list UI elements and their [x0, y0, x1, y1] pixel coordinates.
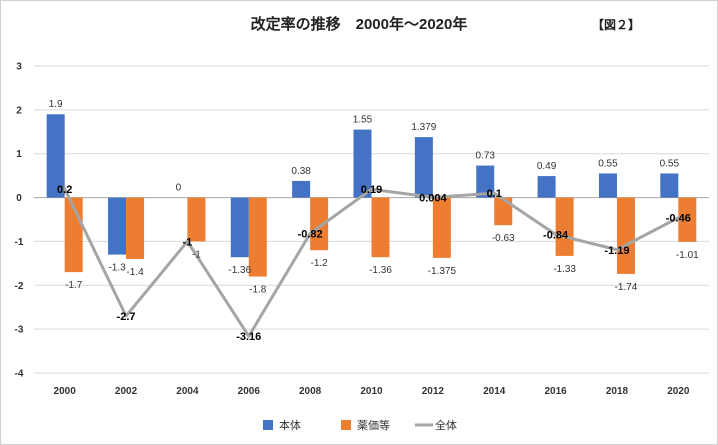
bar-data-label: -1.36 — [369, 265, 392, 276]
x-tick-label: 2020 — [667, 386, 690, 397]
y-tick-label: -1 — [15, 237, 24, 248]
y-axis-ticks: 3 2 1 0 -1 -2 -3 -4 — [15, 62, 24, 380]
bar-data-label: -1.375 — [428, 266, 457, 277]
bar-data-label: -1.74 — [615, 282, 638, 293]
x-tick-label: 2012 — [422, 386, 445, 397]
bar — [555, 197, 574, 256]
line-data-label: 0.19 — [361, 184, 382, 196]
bar — [108, 197, 127, 255]
bar — [353, 129, 372, 198]
bar-data-label: 1.379 — [411, 122, 436, 133]
bar-data-label: -1.8 — [249, 285, 267, 296]
x-tick-label: 2006 — [238, 386, 261, 397]
total-line — [63, 187, 680, 338]
bar — [598, 173, 617, 198]
line-point — [124, 314, 128, 318]
line-point — [554, 232, 558, 236]
bar — [310, 197, 329, 251]
bar-data-label: 0.49 — [537, 161, 557, 172]
bar-data-label: -1.4 — [126, 267, 144, 278]
bar — [414, 137, 433, 198]
bar — [187, 197, 206, 242]
x-axis-ticks: 2000 2002 2004 2006 2008 2010 2012 2014 2016 2018… — [54, 386, 690, 397]
legend-swatch — [341, 420, 351, 430]
line-point — [370, 187, 373, 191]
x-tick-label: 2016 — [544, 386, 567, 397]
bar-data-label: 1.55 — [353, 115, 373, 126]
line-data-label: -0.84 — [543, 229, 569, 241]
line-point — [63, 187, 67, 191]
bar — [230, 197, 249, 258]
bar-data-label: 0.73 — [475, 151, 495, 162]
line-point — [676, 216, 680, 220]
bar — [248, 197, 267, 277]
line-point — [247, 334, 251, 338]
bar-data-label: 0.38 — [291, 166, 311, 177]
x-tick-label: 2010 — [360, 386, 383, 397]
bar — [660, 173, 679, 198]
bar-data-label: 1.9 — [49, 99, 63, 110]
bar-data-label: -1.2 — [311, 258, 329, 269]
line-point — [185, 239, 189, 243]
x-tick-label: 2018 — [606, 386, 629, 397]
line-data-label: -1.19 — [604, 245, 629, 257]
bar — [494, 197, 513, 226]
bar — [537, 176, 556, 198]
line-data-label: -0.82 — [298, 229, 323, 241]
bar — [371, 197, 390, 258]
x-tick-label: 2002 — [115, 386, 138, 397]
bar-data-label: -1.3 — [108, 263, 126, 274]
bar-data-label: 0 — [176, 183, 182, 194]
y-tick-label: 3 — [16, 62, 22, 73]
line-data-label: 0.1 — [487, 188, 502, 200]
bars — [46, 114, 697, 277]
y-tick-label: 1 — [16, 149, 22, 160]
line-data-label: -3.16 — [236, 331, 261, 343]
y-tick-label: -4 — [15, 369, 24, 380]
line-data-label: 0.004 — [419, 192, 447, 204]
bar-data-label: 0.55 — [598, 158, 618, 169]
bar-data-label: -1.7 — [65, 280, 83, 291]
line-data-label: 0.2 — [57, 184, 72, 196]
bar — [126, 197, 145, 259]
legend-label: 全体 — [435, 418, 457, 432]
line-point — [492, 191, 496, 195]
legend-label: 薬価等 — [357, 418, 390, 432]
y-tick-label: 0 — [16, 193, 22, 204]
bar — [432, 197, 451, 258]
chart-title: 改定率の推移 2000年～2020年 — [251, 15, 468, 33]
figure-label: 【図２】 — [592, 17, 640, 32]
line-point — [615, 248, 619, 252]
bar-data-label: 0.55 — [660, 158, 680, 169]
bar — [678, 197, 697, 242]
data-labels: 1.9 -1.3 0 -1.36 0.38 1.55 1.379 0.73 0.49 0.55 0.… — [49, 99, 699, 343]
bar — [616, 197, 635, 274]
bar-data-label: -1 — [192, 249, 201, 260]
x-tick-label: 2000 — [54, 386, 77, 397]
line-data-label: -2.7 — [117, 311, 136, 323]
bar-data-label: -0.63 — [492, 233, 515, 244]
legend-swatch — [263, 420, 273, 430]
legend: 本体 薬価等 全体 — [263, 418, 457, 432]
line-data-label: -0.46 — [666, 213, 691, 225]
legend-label: 本体 — [279, 418, 301, 432]
y-tick-label: 2 — [16, 105, 22, 116]
bar — [46, 114, 65, 198]
bar-data-label: -1.01 — [676, 250, 699, 261]
y-tick-label: -3 — [15, 325, 24, 336]
x-tick-label: 2014 — [483, 386, 506, 397]
bar-data-label: -1.33 — [553, 264, 576, 275]
line-data-label: -1 — [183, 236, 193, 248]
bar-data-label: -1.36 — [228, 265, 251, 276]
y-tick-label: -2 — [15, 281, 24, 292]
bar — [292, 180, 311, 198]
line-point — [431, 195, 435, 199]
x-tick-label: 2004 — [176, 386, 199, 397]
x-tick-label: 2008 — [299, 386, 322, 397]
bar — [476, 165, 495, 198]
line-point — [308, 232, 312, 236]
